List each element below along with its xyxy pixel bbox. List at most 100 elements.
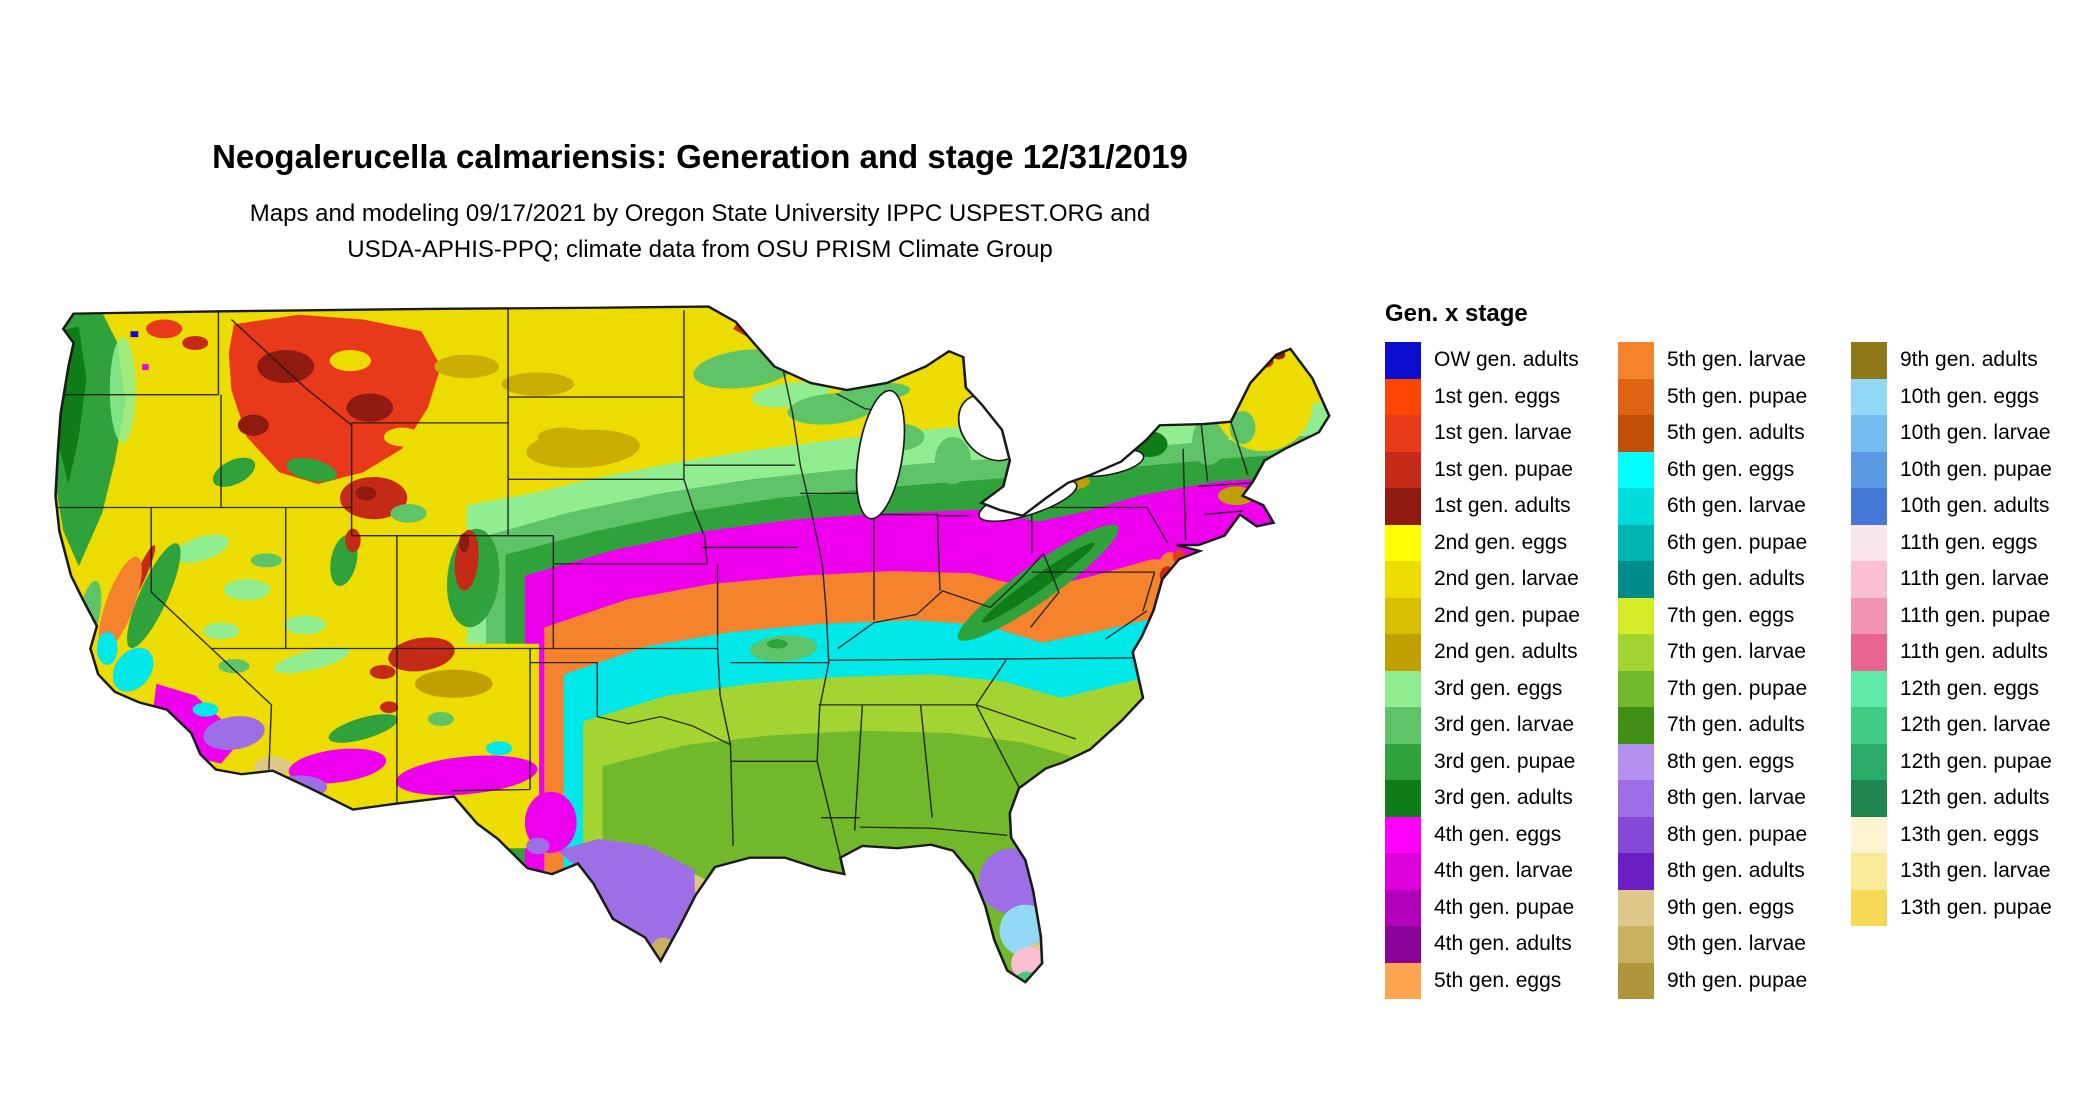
legend-entry: 7th gen. eggs (1618, 597, 1851, 634)
legend-swatch (1851, 561, 1887, 598)
legend-swatch (1618, 780, 1654, 817)
legend-label: 4th gen. pupae (1434, 895, 1575, 919)
legend-title: Gen. x stage (1385, 300, 1528, 327)
legend-swatch (1618, 962, 1654, 999)
legend-label: 6th gen. adults (1667, 567, 1805, 591)
legend-entry: 4th gen. adults (1385, 926, 1618, 963)
legend-swatch (1851, 597, 1887, 634)
legend-swatch (1385, 451, 1421, 488)
legend-entry: 2nd gen. larvae (1385, 561, 1618, 598)
legend-entry: 12th gen. eggs (1851, 670, 2100, 707)
legend-column-1: OW gen. adults 1st gen. eggs 1st gen. larv… (1385, 342, 1618, 999)
legend-label: 2nd gen. larvae (1434, 567, 1579, 591)
legend-entry: 5th gen. larvae (1618, 342, 1851, 379)
legend-entry: 9th gen. eggs (1618, 889, 1851, 926)
legend-entry: 9th gen. adults (1851, 342, 2100, 379)
legend-label: 4th gen. larvae (1434, 859, 1573, 883)
map-region-california (76, 543, 291, 776)
legend-swatch (1851, 780, 1887, 817)
legend-label: 3rd gen. larvae (1434, 713, 1575, 737)
legend-entry: 9th gen. larvae (1618, 926, 1851, 963)
legend-label: 6th gen. pupae (1667, 530, 1808, 554)
legend-entry: 13th gen. pupae (1851, 889, 2100, 926)
legend-label: 7th gen. larvae (1667, 640, 1806, 664)
legend-entry: 1st gen. eggs (1385, 378, 1618, 415)
legend-swatch (1618, 853, 1654, 890)
legend-entry: 3rd gen. eggs (1385, 670, 1618, 707)
lake-michigan (855, 389, 906, 520)
legend-swatch (1851, 451, 1887, 488)
legend-entry: 11th gen. pupae (1851, 597, 2100, 634)
state-boundaries (55, 308, 1252, 858)
legend-entry: 11th gen. eggs (1851, 524, 2100, 561)
legend-entry: 10th gen. adults (1851, 488, 2100, 525)
map-fills (55, 306, 1330, 983)
map-region-plains (434, 321, 765, 468)
legend-swatch (1385, 889, 1421, 926)
legend-entry: 6th gen. pupae (1618, 524, 1851, 561)
legend-swatch (1385, 962, 1421, 999)
legend-swatch (1385, 853, 1421, 890)
legend-swatch (1618, 743, 1654, 780)
legend-label: 9th gen. pupae (1667, 968, 1808, 992)
legend-swatch (1385, 926, 1421, 963)
legend-swatch (1385, 780, 1421, 817)
legend-label: 12th gen. eggs (1900, 676, 2039, 700)
legend-swatch (1851, 670, 1887, 707)
legend-label: 1st gen. eggs (1434, 384, 1561, 408)
legend-entry: OW gen. adults (1385, 342, 1618, 379)
legend-swatch (1385, 707, 1421, 744)
legend-entry: 3rd gen. larvae (1385, 707, 1618, 744)
legend-label: 11th gen. adults (1900, 640, 2048, 664)
legend-swatch (1385, 816, 1421, 853)
legend-column-2: 5th gen. larvae 5th gen. pupae 5th gen. ad… (1618, 342, 1851, 999)
legend-entry: 3rd gen. pupae (1385, 743, 1618, 780)
legend-label: 10th gen. larvae (1900, 421, 2051, 445)
legend-label: 5th gen. larvae (1667, 348, 1806, 372)
legend-entry: 11th gen. larvae (1851, 561, 2100, 598)
legend-entry: 2nd gen. pupae (1385, 597, 1618, 634)
legend-swatch (1851, 707, 1887, 744)
legend-swatch (1385, 743, 1421, 780)
legend-entry: 7th gen. pupae (1618, 670, 1851, 707)
legend-label: 13th gen. larvae (1900, 859, 2051, 883)
legend-entry: 1st gen. adults (1385, 488, 1618, 525)
legend-entry: 4th gen. larvae (1385, 853, 1618, 890)
legend-label: 10th gen. pupae (1900, 457, 2052, 481)
legend-label: 3rd gen. adults (1434, 786, 1573, 810)
legend-label: 5th gen. adults (1667, 421, 1805, 445)
legend-entry: 1st gen. larvae (1385, 415, 1618, 452)
legend-swatch (1618, 926, 1654, 963)
legend-swatch (1385, 488, 1421, 525)
legend-swatch (1618, 451, 1654, 488)
legend-swatch (1618, 597, 1654, 634)
legend-label: 2nd gen. pupae (1434, 603, 1580, 627)
legend-swatch (1618, 889, 1654, 926)
legend-entry: 13th gen. eggs (1851, 816, 2100, 853)
legend-swatch (1851, 889, 1887, 926)
legend-entry: 12th gen. pupae (1851, 743, 2100, 780)
legend-label: 5th gen. eggs (1434, 968, 1562, 992)
legend-label: 8th gen. adults (1667, 859, 1805, 883)
legend-label: 4th gen. adults (1434, 932, 1572, 956)
legend-swatch (1618, 816, 1654, 853)
legend-swatch (1618, 415, 1654, 452)
legend-swatch (1851, 634, 1887, 671)
legend-swatch (1618, 524, 1654, 561)
legend-entry: 6th gen. adults (1618, 561, 1851, 598)
legend-label: 8th gen. pupae (1667, 822, 1808, 846)
legend-label: 9th gen. larvae (1667, 932, 1806, 956)
legend-swatch (1385, 561, 1421, 598)
legend-entry: 10th gen. eggs (1851, 378, 2100, 415)
legend-label: 13th gen. eggs (1900, 822, 2039, 846)
legend-entry: 9th gen. pupae (1618, 962, 1851, 999)
legend-swatch (1851, 342, 1887, 379)
legend-swatch (1851, 378, 1887, 415)
legend-label: 3rd gen. eggs (1434, 676, 1563, 700)
legend-columns: OW gen. adults 1st gen. eggs 1st gen. larv… (1385, 342, 2100, 999)
ow-adults-speck (130, 331, 139, 338)
legend-swatch (1385, 597, 1421, 634)
legend-label: 10th gen. eggs (1900, 384, 2039, 408)
legend-entry: 2nd gen. adults (1385, 634, 1618, 671)
